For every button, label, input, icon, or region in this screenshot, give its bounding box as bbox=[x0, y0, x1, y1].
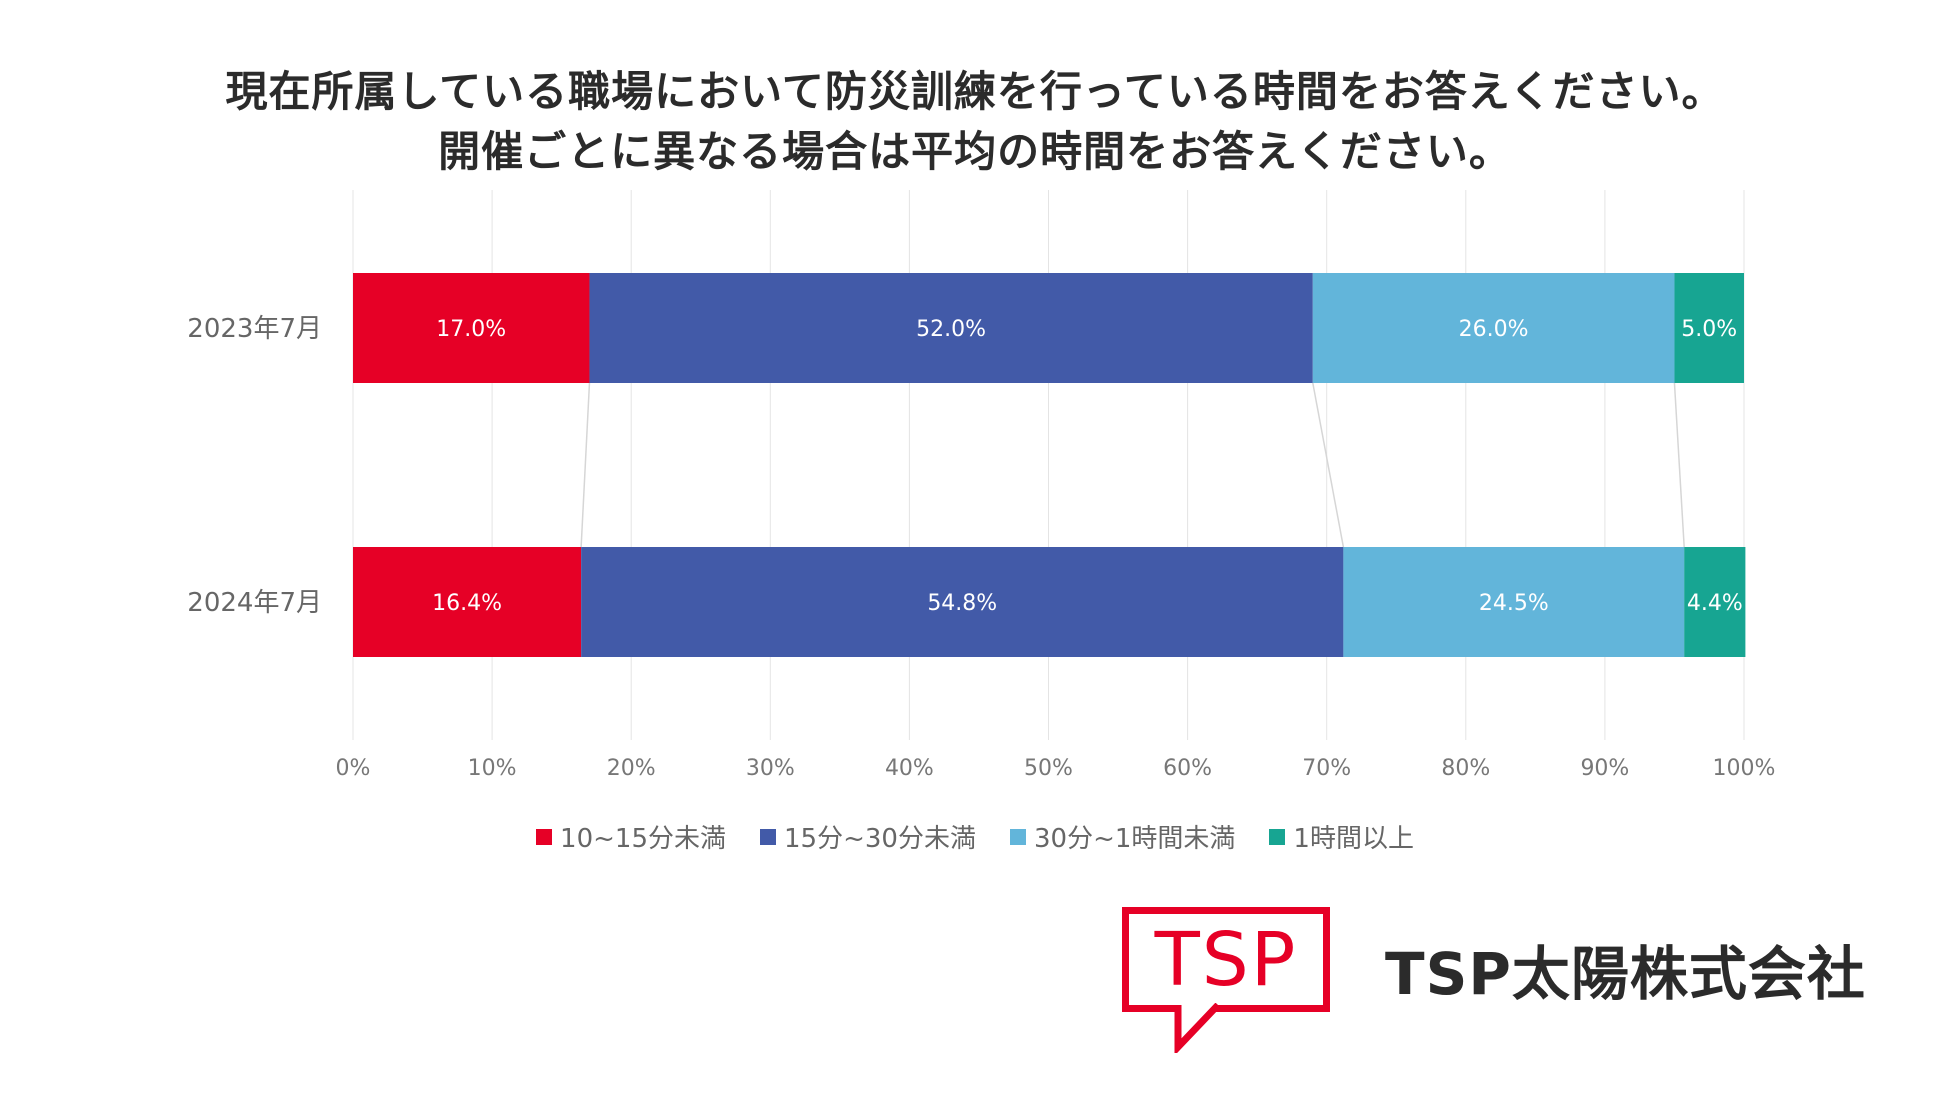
bar-segment-0-2 bbox=[1312, 273, 1675, 383]
bar-segment-0-0 bbox=[353, 273, 590, 383]
data-label-0-0: 17.0% bbox=[436, 317, 506, 342]
x-tick-label-6: 60% bbox=[1163, 756, 1212, 781]
legend-label-1: 15分~30分未満 bbox=[784, 824, 976, 854]
legend-swatch-2 bbox=[1009, 828, 1026, 845]
x-tick-label-10: 100% bbox=[1713, 756, 1776, 781]
bar-segment-0-3 bbox=[1674, 273, 1744, 383]
legend-item-2: 30分~1時間未満 bbox=[1009, 818, 1236, 855]
company-name: TSP太陽株式会社 bbox=[1385, 940, 1866, 1008]
legend-label-3: 1時間以上 bbox=[1293, 824, 1414, 854]
bar-segment-1-1 bbox=[581, 547, 1344, 657]
tsp-logo-mark: TSP bbox=[1122, 907, 1330, 1012]
x-tick-label-5: 50% bbox=[1024, 756, 1073, 781]
legend-swatch-1 bbox=[760, 828, 777, 845]
data-label-0-1: 52.0% bbox=[916, 317, 986, 342]
series-connector-line-0 bbox=[580, 382, 591, 548]
logo-speech-tail-icon bbox=[1174, 1003, 1221, 1053]
x-tick-label-1: 10% bbox=[468, 756, 517, 781]
data-label-1-2: 24.5% bbox=[1479, 591, 1549, 616]
bar-segment-1-3 bbox=[1684, 547, 1746, 657]
x-tick-label-3: 30% bbox=[746, 756, 795, 781]
x-tick-label-4: 40% bbox=[885, 756, 934, 781]
series-connector-line-2 bbox=[1673, 382, 1685, 548]
series-connector-line-1 bbox=[1312, 382, 1345, 548]
data-label-1-0: 16.4% bbox=[432, 591, 502, 616]
legend-item-3: 1時間以上 bbox=[1269, 818, 1414, 855]
logo-mark-text: TSP bbox=[1154, 916, 1298, 1003]
legend-label-0: 10~15分未満 bbox=[560, 824, 727, 854]
x-tick-label-8: 80% bbox=[1441, 756, 1490, 781]
category-label-1: 2024年7月 bbox=[187, 588, 322, 618]
x-tick-label-9: 90% bbox=[1580, 756, 1629, 781]
x-tick-label-7: 70% bbox=[1302, 756, 1351, 781]
legend-item-0: 10~15分未満 bbox=[536, 818, 726, 855]
legend-item-1: 15分~30分未満 bbox=[760, 818, 976, 855]
data-label-0-2: 26.0% bbox=[1459, 317, 1529, 342]
bar-segment-0-1 bbox=[589, 273, 1313, 383]
stacked-bar-chart: 0% 10% 20% 30% 40% 50% 60% 70% 80% 90% 100% 17.0% 52… bbox=[187, 190, 1776, 781]
chart-title-line-2: 開催ごとに異なる場合は平均の時間をお答えください。 bbox=[438, 127, 1512, 176]
legend-label-2: 30分~1時間未満 bbox=[1033, 824, 1236, 854]
data-label-0-3: 5.0% bbox=[1681, 317, 1737, 342]
legend-swatch-3 bbox=[1269, 828, 1286, 845]
chart-legend: 10~15分未満 15分~30分未満 30分~1時間未満 1時間以上 bbox=[0, 818, 1950, 855]
legend-swatch-0 bbox=[536, 828, 553, 845]
bar-segment-1-0 bbox=[353, 547, 582, 657]
data-label-1-1: 54.8% bbox=[927, 591, 997, 616]
bar-segment-1-2 bbox=[1343, 547, 1685, 657]
category-label-0: 2023年7月 bbox=[187, 314, 322, 344]
x-tick-label-2: 20% bbox=[607, 756, 656, 781]
chart-title-line-1: 現在所属している職場において防災訓練を行っている時間をお答えください。 bbox=[225, 67, 1725, 116]
data-label-1-3: 4.4% bbox=[1687, 591, 1743, 616]
x-tick-label-0: 0% bbox=[336, 756, 371, 781]
